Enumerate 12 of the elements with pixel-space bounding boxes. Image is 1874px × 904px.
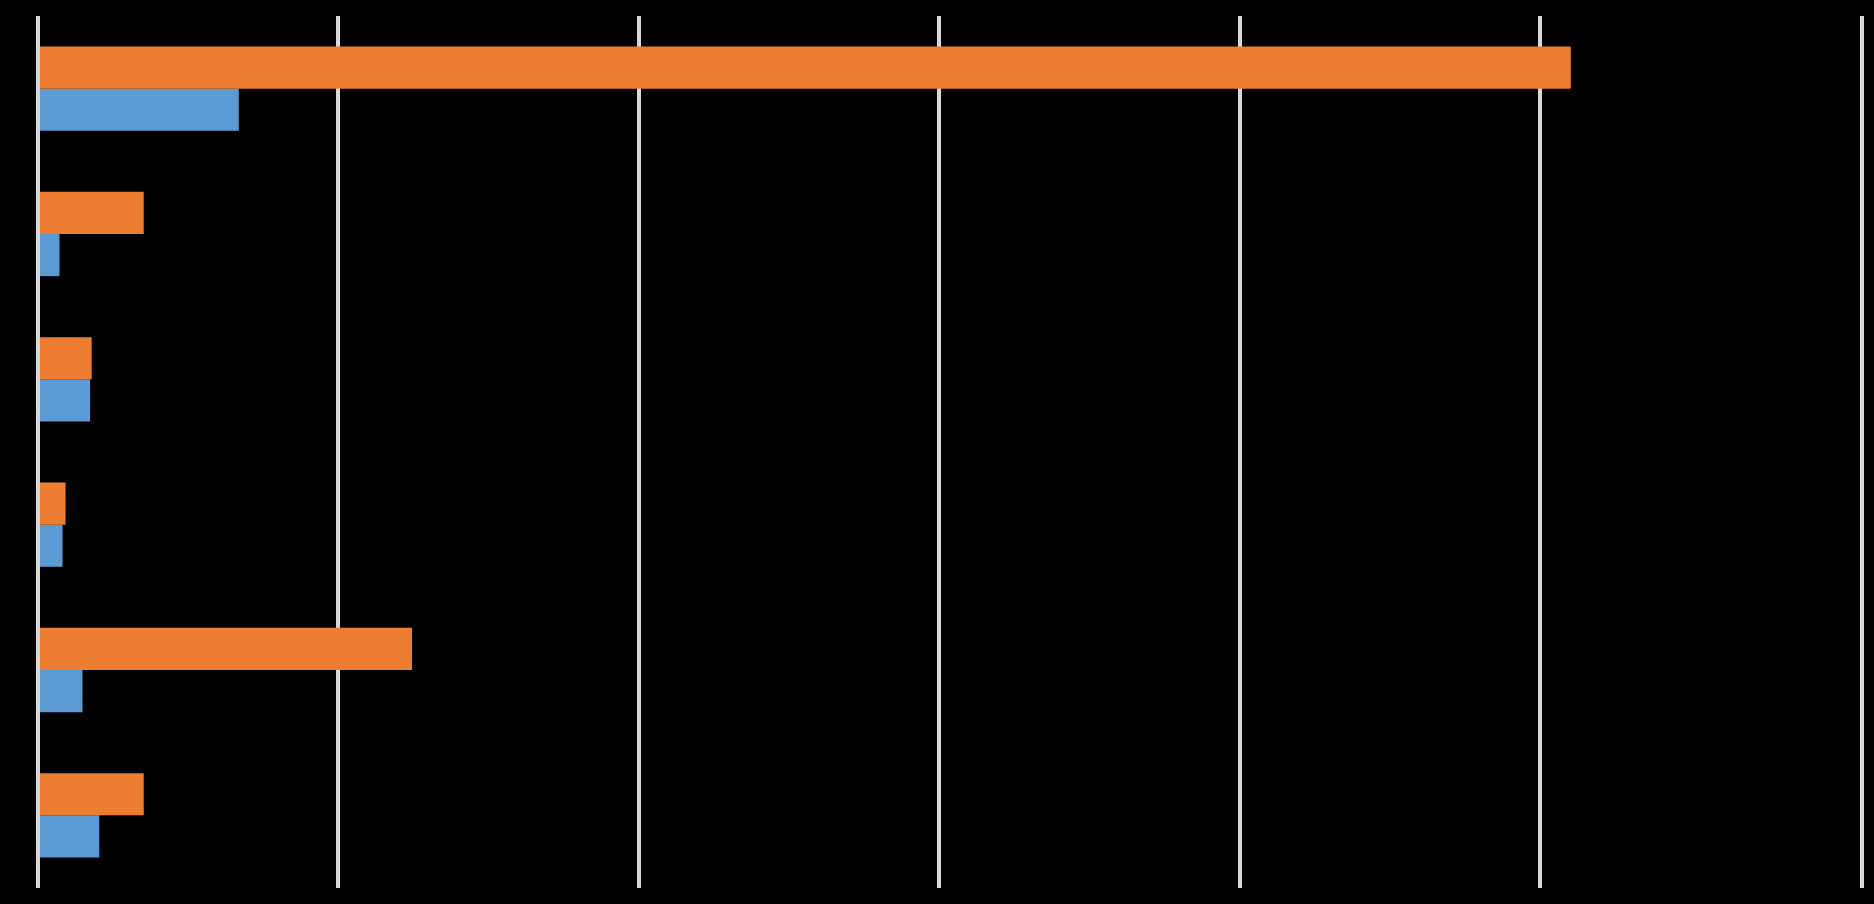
bar <box>40 482 66 525</box>
bar <box>40 46 1571 89</box>
bar <box>40 773 144 816</box>
bar <box>40 670 83 713</box>
bar <box>40 191 144 234</box>
bar <box>40 627 412 670</box>
bar <box>40 379 91 422</box>
bar <box>40 88 239 131</box>
bar <box>40 337 92 380</box>
bar <box>40 524 63 567</box>
bar <box>40 815 100 858</box>
bar <box>40 234 60 277</box>
